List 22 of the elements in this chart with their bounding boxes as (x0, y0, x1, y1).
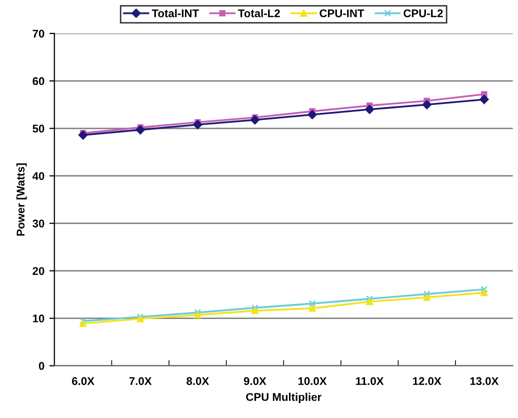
y-axis-title: Power [Watts] (16, 163, 27, 236)
y-tick-label: 70 (32, 30, 44, 38)
x-tick-label: 10.0X (298, 377, 327, 386)
legend-label: CPU-L2 (404, 9, 443, 18)
x-tick-label: 9.0X (244, 377, 266, 386)
x-tick-label: 7.0X (129, 377, 152, 386)
y-tick-label: 40 (32, 172, 44, 180)
x-tick-label: 13.0X (470, 377, 499, 386)
x-tick-label: 11.0X (356, 377, 384, 386)
x-axis-title: CPU Multiplier (246, 392, 322, 404)
x-tick-label: 6.0X (72, 377, 94, 386)
y-tick-label: 20 (32, 267, 44, 275)
x-tick-label: 12.0X (413, 377, 442, 386)
y-tick-label: 10 (33, 314, 44, 322)
y-tick-label: 60 (32, 77, 44, 86)
y-tick-label: 50 (32, 124, 44, 133)
y-tick-label: 0 (38, 362, 44, 370)
legend-label: CPU-INT (320, 9, 364, 18)
legend-label: Total-L2 (238, 9, 280, 18)
legend-label: Total-INT (152, 9, 199, 18)
x-tick-label: 8.0X (186, 377, 209, 386)
y-tick-label: 30 (32, 220, 44, 228)
